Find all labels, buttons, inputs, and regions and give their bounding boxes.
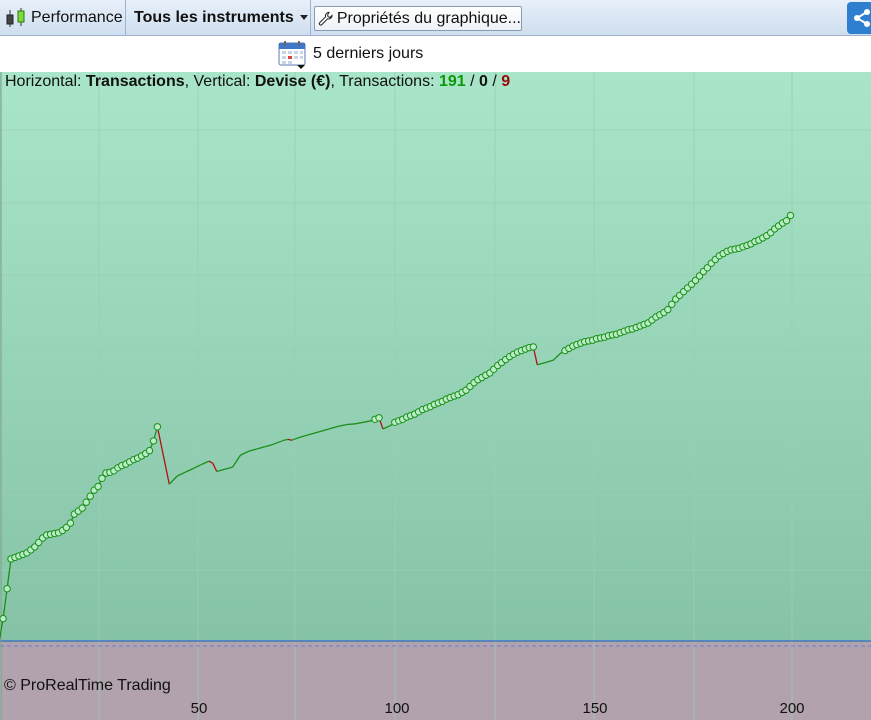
equity-segment	[271, 441, 281, 446]
equity-segment	[355, 421, 364, 425]
equity-segment	[232, 454, 242, 468]
equity-chart[interactable]	[0, 72, 871, 720]
equity-segment	[176, 471, 186, 477]
equity-segment	[156, 426, 170, 485]
equity-segment	[339, 423, 348, 427]
equity-segment	[347, 423, 356, 426]
equity-point	[664, 305, 672, 314]
equity-point	[153, 423, 162, 431]
equity-segment	[6, 558, 12, 589]
equity-segment	[323, 427, 332, 432]
separator-2: /	[487, 73, 502, 90]
horizontal-value: Transactions	[85, 73, 185, 90]
wrench-icon	[318, 11, 333, 26]
equity-segment	[287, 438, 293, 441]
losing-count: 9	[501, 73, 511, 90]
equity-point	[782, 217, 791, 225]
chart-properties-label: Propriétés du graphique...	[336, 9, 521, 27]
equity-segment	[0, 618, 4, 641]
equity-point	[3, 585, 11, 593]
equity-segment	[248, 448, 257, 453]
equity-segment	[291, 436, 301, 441]
equity-segment	[184, 468, 194, 473]
equity-segment	[216, 468, 225, 473]
equity-point	[668, 300, 676, 309]
chevron-down-icon	[299, 15, 308, 20]
equity-segment	[224, 466, 233, 470]
neutral-count: 0	[479, 73, 488, 90]
transactions-prefix: , Transactions:	[330, 73, 439, 90]
x-tick-label: 200	[779, 700, 805, 717]
positive-zone	[0, 72, 871, 642]
copyright-label: © ProRealTime Trading	[4, 677, 171, 694]
period-label: 5 derniers jours	[313, 45, 424, 62]
equity-point	[35, 538, 43, 547]
equity-segment	[363, 420, 372, 423]
share-button[interactable]	[847, 2, 871, 34]
equity-segment	[382, 424, 392, 430]
equity-segment	[256, 446, 265, 450]
equity-point	[529, 343, 537, 351]
equity-segment	[299, 434, 308, 438]
equity-point	[98, 474, 106, 482]
equity-segment	[552, 352, 562, 361]
equity-point	[695, 272, 704, 280]
negative-zone	[0, 642, 871, 720]
equity-segment	[315, 429, 324, 434]
horizontal-prefix: Horizontal:	[5, 73, 86, 90]
x-tick-label: 100	[384, 700, 410, 717]
share-icon	[854, 9, 870, 27]
chart-properties-button[interactable]: Propriétés du graphique...	[314, 6, 522, 31]
equity-point	[375, 414, 383, 422]
equity-segment	[200, 460, 210, 466]
equity-segment	[2, 588, 8, 619]
chart-info-line: Horizontal: Transactions, Vertical: Devi…	[5, 73, 510, 91]
separator-1: /	[465, 73, 480, 90]
instruments-dropdown[interactable]: Tous les instruments	[127, 0, 311, 35]
instruments-label: Tous les instruments	[134, 8, 294, 26]
grid-lines	[0, 72, 871, 720]
vertical-value: Devise (€)	[254, 73, 331, 90]
equity-segment	[279, 439, 285, 443]
equity-point	[0, 614, 7, 623]
calendar-icon[interactable]	[278, 40, 308, 70]
x-tick-label: 50	[190, 700, 208, 717]
equity-segment	[283, 438, 289, 441]
equity-segment	[264, 444, 273, 448]
equity-segment	[168, 475, 178, 485]
equity-point	[145, 446, 154, 455]
toolbar: Performance Tous les instruments Proprié…	[0, 0, 871, 36]
period-bar: 5 derniers jours	[0, 36, 871, 72]
equity-point	[94, 482, 102, 491]
equity-markers	[0, 211, 795, 623]
equity-segment	[307, 432, 316, 436]
equity-segment	[192, 464, 202, 470]
performance-button[interactable]: Performance	[0, 0, 126, 35]
equity-segment	[331, 425, 340, 429]
x-tick-label: 150	[582, 700, 608, 717]
equity-point	[82, 498, 90, 506]
equity-point	[66, 519, 75, 527]
equity-point	[703, 264, 712, 272]
equity-segment	[212, 463, 218, 472]
equity-point	[86, 492, 94, 500]
performance-label: Performance	[31, 8, 123, 26]
equity-point	[78, 504, 86, 512]
equity-segment	[240, 450, 249, 456]
winning-count: 191	[438, 73, 466, 90]
equity-point	[149, 437, 158, 445]
equity-segment	[537, 361, 546, 366]
equity-segment	[208, 460, 214, 464]
equity-point	[786, 211, 795, 220]
vertical-prefix: , Vertical:	[184, 73, 255, 90]
candlestick-icon	[6, 7, 25, 27]
equity-segment	[545, 359, 554, 364]
